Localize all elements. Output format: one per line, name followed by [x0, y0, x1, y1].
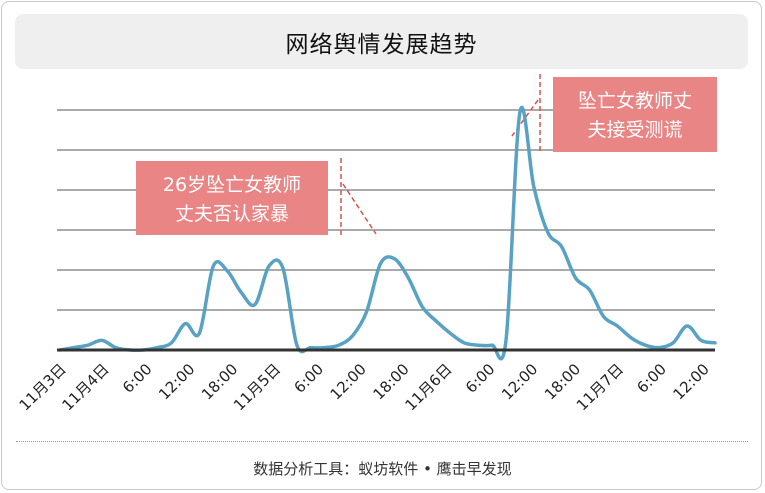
callout-text: 26岁坠亡女教师 — [163, 174, 301, 196]
x-tick-label: 12:00 — [670, 360, 713, 403]
callout-box — [553, 77, 717, 152]
x-tick-label: 12:00 — [327, 360, 370, 403]
footer-divider — [16, 441, 748, 442]
callout-leader-line — [342, 183, 377, 235]
callout-box — [136, 161, 328, 235]
series-line — [58, 105, 717, 361]
footer-source: 数据分析工具：蚁坊软件 • 鹰击早发现 — [253, 460, 512, 478]
title-bar: 网络舆情发展趋势 — [15, 14, 748, 69]
callout-text: 坠亡女教师丈 — [578, 90, 692, 112]
x-tick-label: 6:00 — [462, 360, 499, 397]
callout-text: 丈夫否认家暴 — [175, 203, 289, 225]
x-tick-label: 12:00 — [155, 360, 198, 403]
x-tick-label: 12:00 — [498, 360, 541, 403]
x-tick-label: 11月5日 — [230, 360, 284, 414]
x-tick-label: 6:00 — [633, 360, 670, 397]
x-tick-label: 11月6日 — [401, 360, 455, 414]
chart-title: 网络舆情发展趋势 — [285, 31, 478, 58]
callout-text: 夫接受测谎 — [587, 119, 682, 141]
x-tick-label: 11月4日 — [59, 360, 113, 414]
x-tick-label: 6:00 — [119, 360, 156, 397]
x-tick-label: 11月7日 — [573, 360, 627, 414]
x-tick-label: 6:00 — [290, 360, 327, 397]
